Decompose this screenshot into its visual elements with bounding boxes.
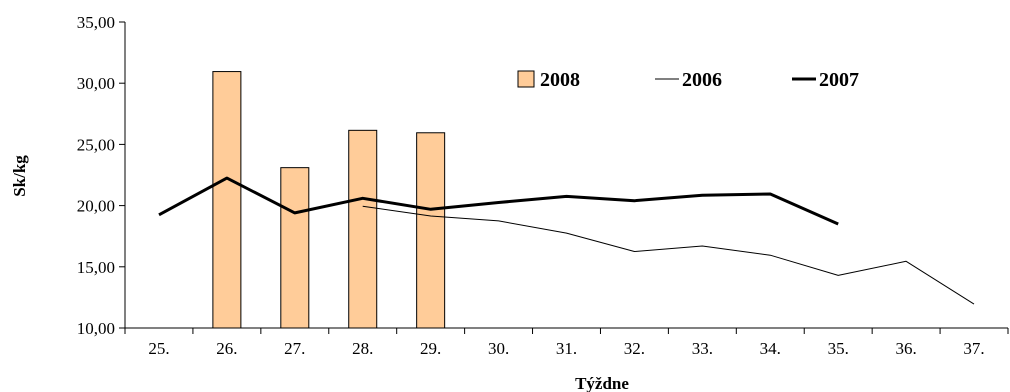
y-tick-label: 15,00 [77,258,115,277]
x-tick-label: 27. [284,339,305,358]
bar-2008-28 [348,129,378,329]
x-tick-label: 33. [692,339,713,358]
x-tick-label: 35. [828,339,849,358]
line-series [158,176,975,305]
bar-2008-27 [280,167,310,329]
y-axis: 10,00 15,00 20,00 25,00 30,00 35,00 [77,13,126,338]
legend-label-2008: 2008 [540,69,580,91]
y-tick-label: 30,00 [77,74,115,93]
bar-2008-26 [212,71,242,329]
bar-series-2008 [212,71,446,329]
legend-swatch-2008 [517,70,535,88]
x-tick-label: 30. [488,339,509,358]
y-tick-label: 10,00 [77,319,115,338]
y-tick-label: 25,00 [77,135,115,154]
x-tick-label: 31. [556,339,577,358]
line-2006 [362,205,975,305]
x-tick-label: 29. [420,339,441,358]
x-tick-label: 34. [760,339,781,358]
x-axis: 25. 26. 27. 28. 29. 30. 31. 32. 33. 34. 35. 36. 37. [124,327,1009,358]
y-tick-label: 35,00 [77,13,115,32]
y-axis-title: Sk/kg [10,155,29,197]
x-tick-label: 28. [352,339,373,358]
x-tick-label: 32. [624,339,645,358]
x-axis-title: Týždne [575,374,629,392]
x-tick-label: 26. [216,339,237,358]
legend-label-2006: 2006 [682,69,722,91]
y-tick-label: 20,00 [77,197,115,216]
line-2007 [158,176,839,226]
bar-2008-29 [416,132,446,329]
x-tick-label: 25. [148,339,169,358]
x-tick-label: 36. [895,339,916,358]
legend-label-2007: 2007 [819,69,859,91]
x-tick-label: 37. [963,339,984,358]
legend: 2008 2006 2007 [517,69,859,91]
